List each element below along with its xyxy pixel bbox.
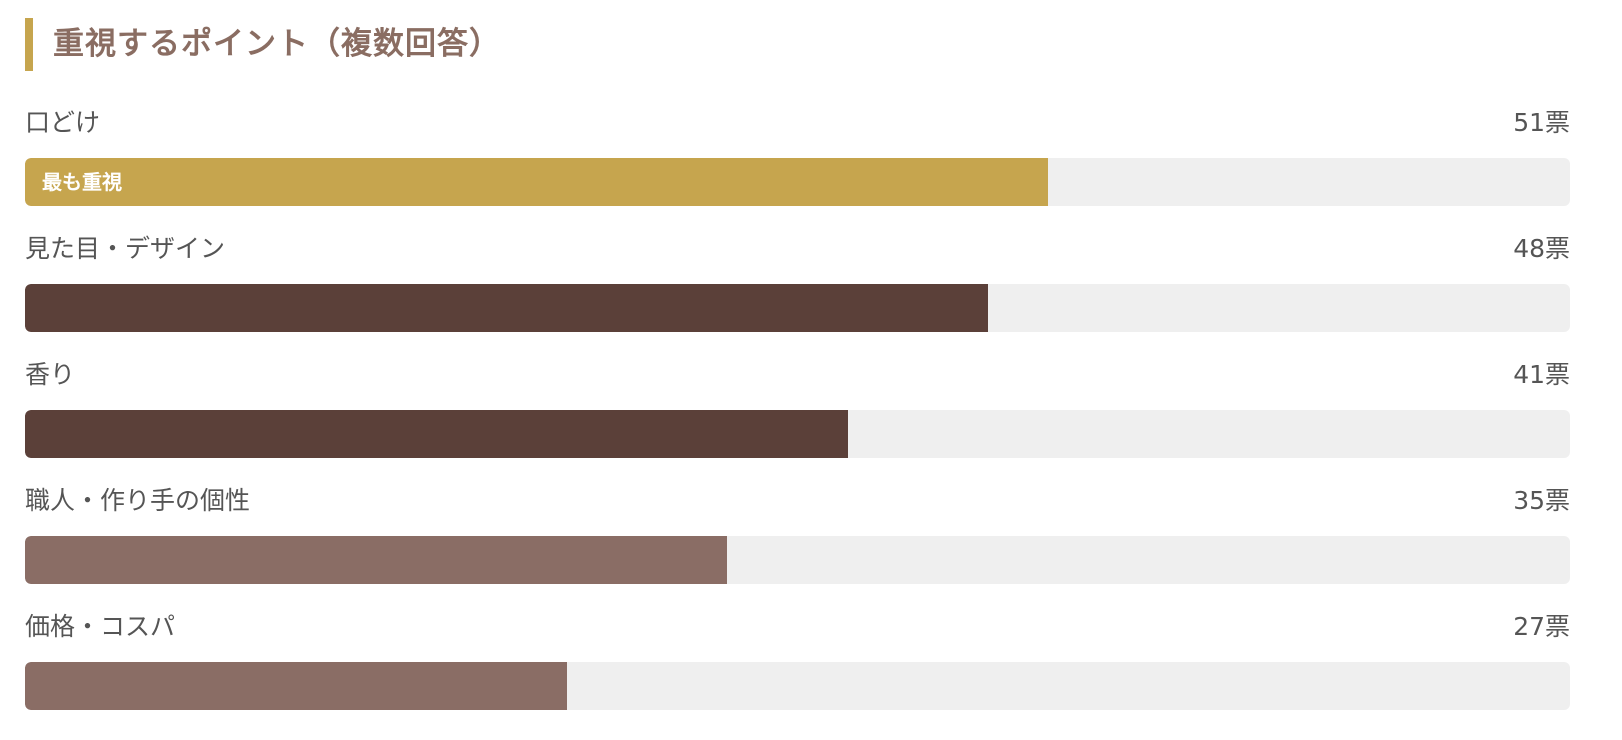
bar-fill [25,410,848,458]
bar-row: 見た目・デザイン 48票 [25,232,1570,358]
top-priority-badge: 最も重視 [42,170,122,194]
bar-track [25,284,1570,332]
vote-count-label: 48票 [1513,234,1570,263]
bar-row-header: 香り 41票 [25,358,1570,396]
bar-row-header: 価格・コスパ 27票 [25,610,1570,648]
category-label: 口どけ [25,108,101,137]
bar-row-header: 口どけ 51票 [25,106,1570,144]
bar-row: 価格・コスパ 27票 [25,610,1570,736]
bar-fill [25,536,727,584]
vote-count-label: 51票 [1513,108,1570,137]
bar-row: 香り 41票 [25,358,1570,484]
bar-fill [25,284,988,332]
bar-fill [25,662,567,710]
category-label: 香り [25,360,76,389]
bar-fill: 最も重視 [25,158,1048,206]
category-label: 価格・コスパ [25,612,176,641]
bar-row-header: 職人・作り手の個性 35票 [25,484,1570,522]
bar-track [25,536,1570,584]
bar-row-header: 見た目・デザイン 48票 [25,232,1570,270]
bar-row: 職人・作り手の個性 35票 [25,484,1570,610]
category-label: 職人・作り手の個性 [25,486,251,515]
vote-count-label: 27票 [1513,612,1570,641]
section-header: 重視するポイント（複数回答） [25,18,1570,71]
vote-count-label: 41票 [1513,360,1570,389]
bar-track: 最も重視 [25,158,1570,206]
section-title: 重視するポイント（複数回答） [53,26,501,62]
bar-row: 口どけ 51票最も重視 [25,106,1570,232]
header-accent-bar [25,18,33,71]
bar-track [25,410,1570,458]
category-label: 見た目・デザイン [25,234,226,263]
vote-count-label: 35票 [1513,486,1570,515]
bar-track [25,662,1570,710]
bar-chart: 口どけ 51票最も重視見た目・デザイン 48票香り 41票職人・作り手の個性 35票価格… [25,106,1570,736]
vote-breakdown-section: 重視するポイント（複数回答） 口どけ 51票最も重視見た目・デザイン 48票香り 41… [25,18,1570,710]
